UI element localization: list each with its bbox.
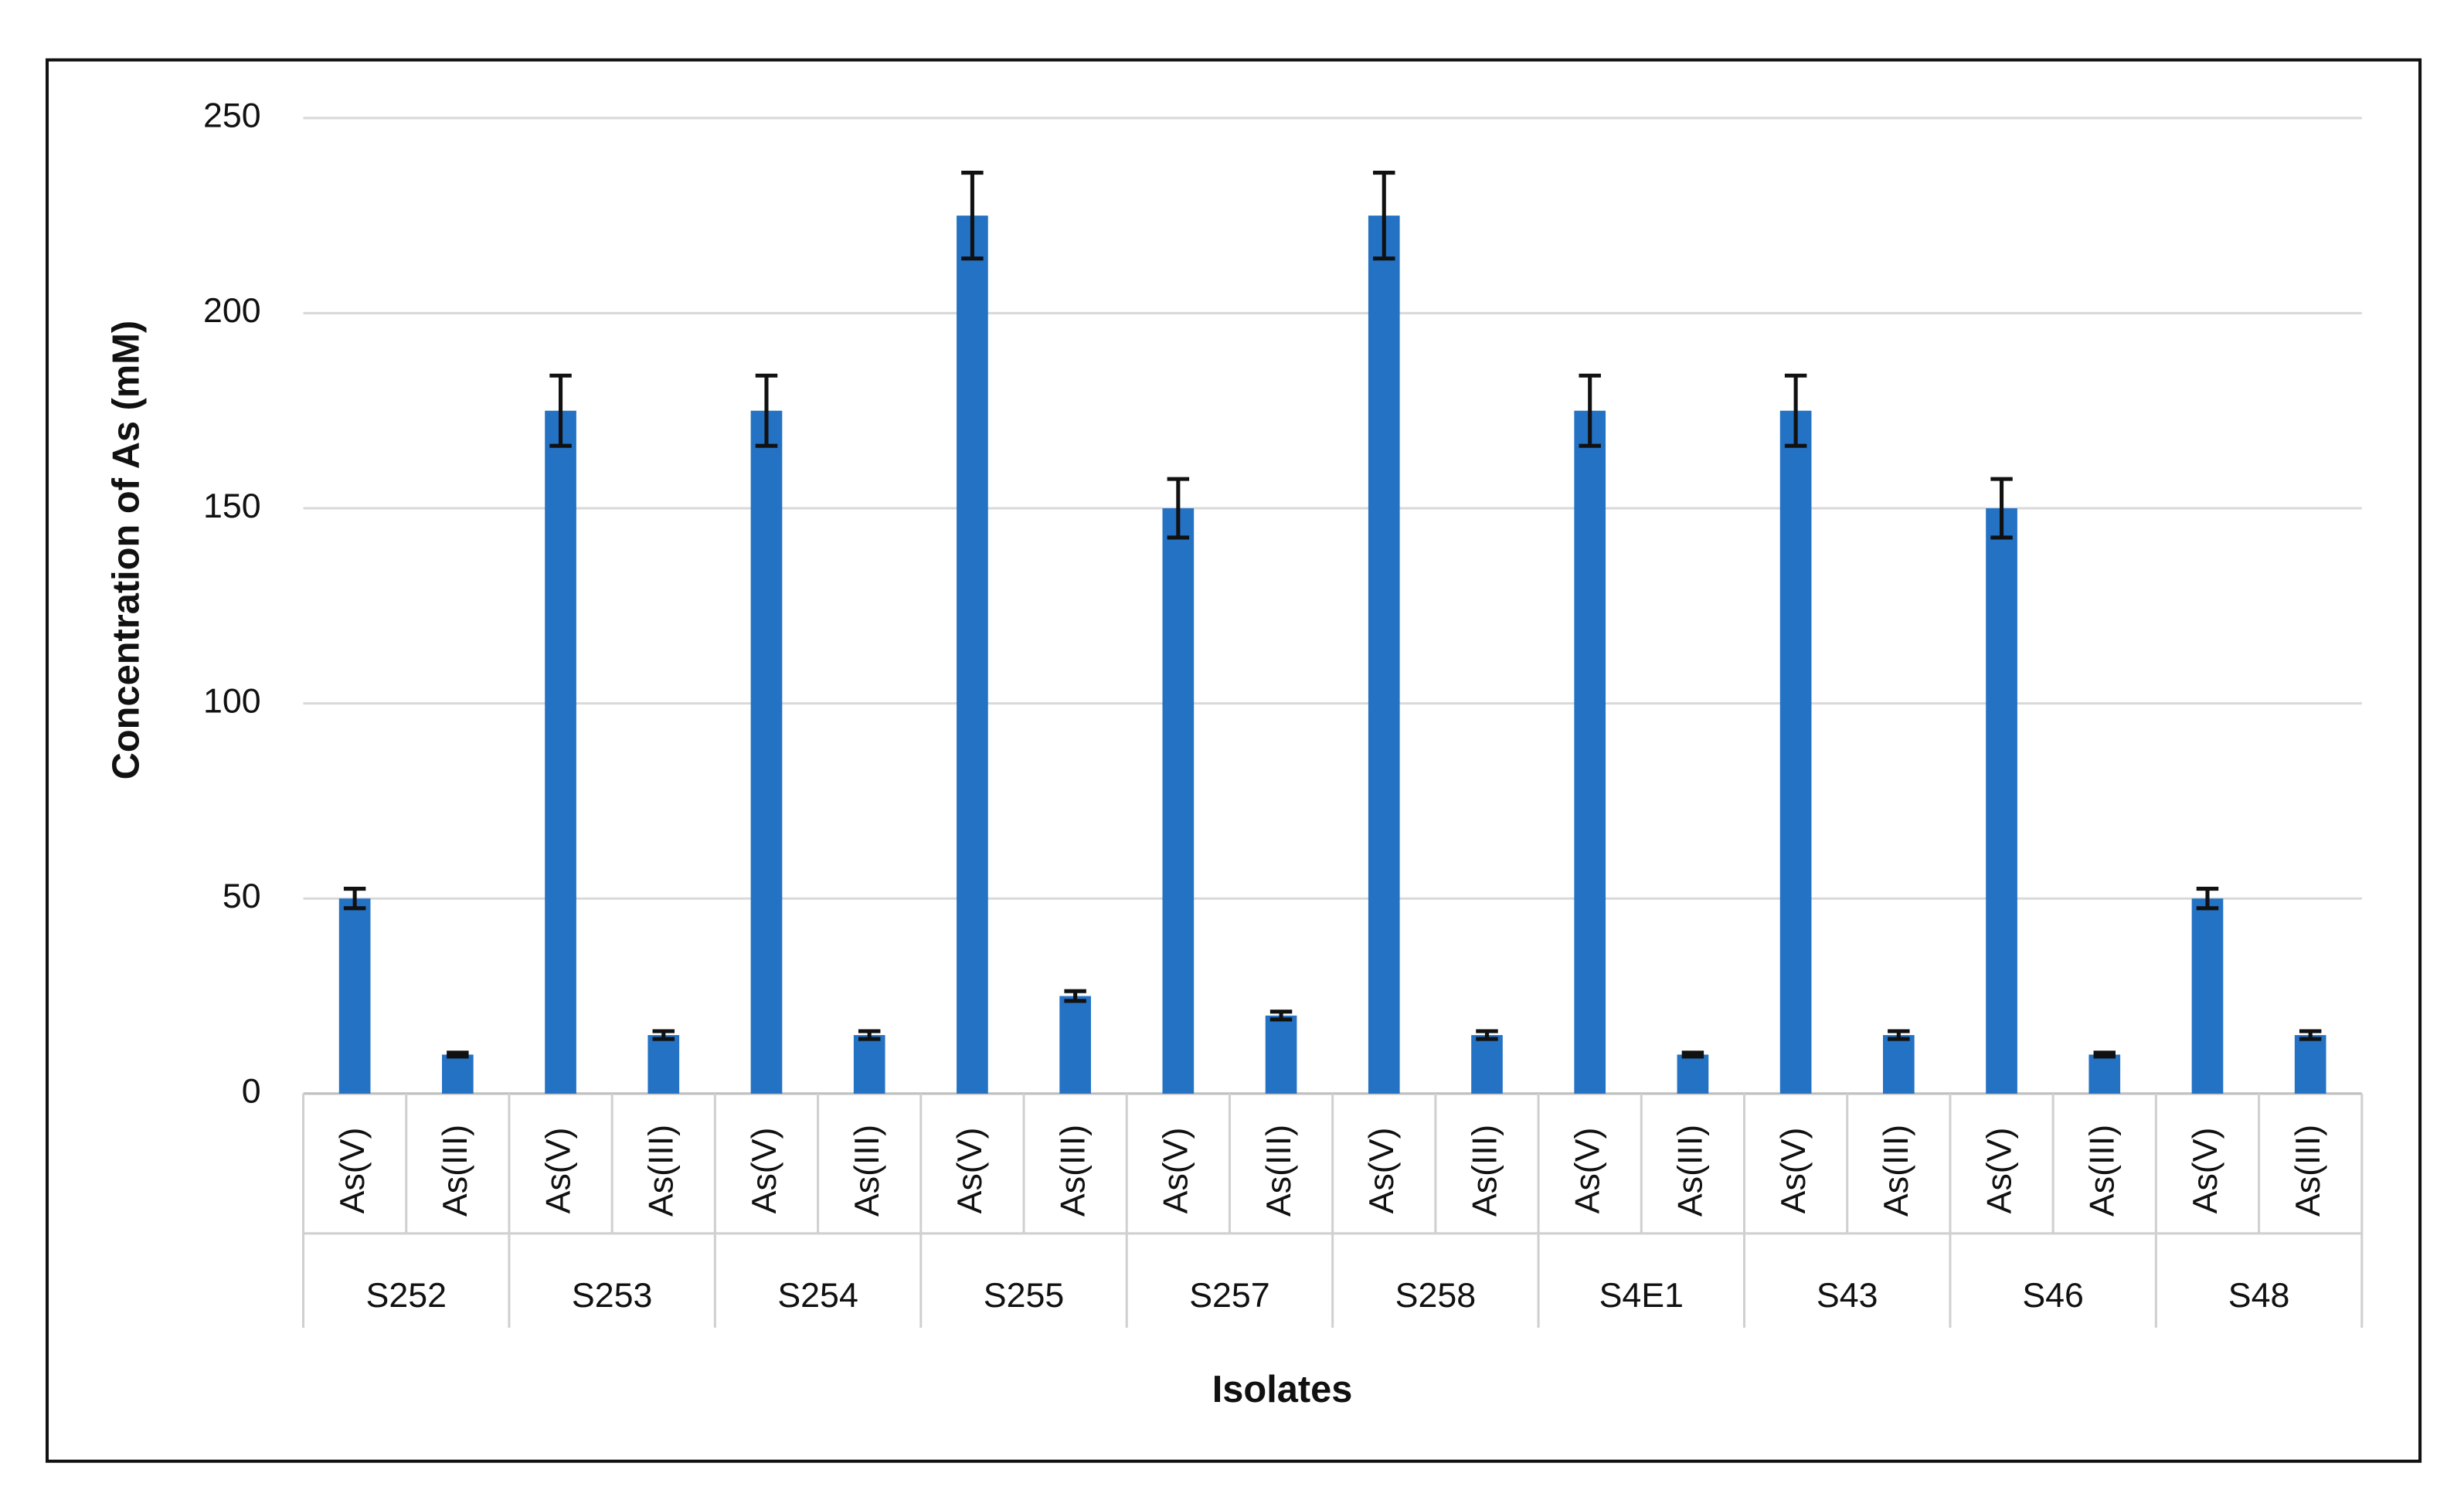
error-bar <box>447 1050 469 1059</box>
bar <box>545 410 576 1094</box>
x-tick-label: As(V) <box>2186 1128 2224 1214</box>
error-bar <box>1167 477 1190 540</box>
error-bar <box>961 171 984 261</box>
x-tick-label: As(III) <box>2083 1125 2122 1217</box>
group-label: S254 <box>777 1276 858 1315</box>
chart-frame <box>45 58 2422 1463</box>
x-tick-label: As(III) <box>1465 1125 1504 1217</box>
error-bar <box>1990 477 2013 540</box>
x-tick-label: As(V) <box>950 1128 989 1214</box>
x-tick-label: As(III) <box>2289 1125 2327 1217</box>
error-bar <box>1579 373 1601 448</box>
y-tick-label: 100 <box>203 681 261 720</box>
x-tick-label: As(III) <box>436 1125 474 1217</box>
bar <box>1883 1035 1915 1094</box>
y-axis-title: Concentration of As (mM) <box>106 321 148 780</box>
error-bar <box>1373 171 1395 261</box>
group-label: S252 <box>365 1276 446 1315</box>
bar <box>1471 1035 1503 1094</box>
group-label: S257 <box>1189 1276 1269 1315</box>
x-tick-label: As(V) <box>1157 1128 1195 1214</box>
x-tick-label: As(V) <box>745 1128 783 1214</box>
error-bar <box>652 1029 675 1041</box>
error-bar <box>2196 887 2219 911</box>
group-label: S43 <box>1817 1276 1878 1315</box>
bar <box>1574 410 1606 1094</box>
x-tick-label: As(V) <box>1362 1128 1401 1214</box>
x-tick-label: As(V) <box>333 1128 372 1214</box>
x-tick-label: As(V) <box>1774 1128 1813 1214</box>
error-bar <box>1269 1010 1293 1022</box>
bar <box>750 410 783 1094</box>
bar <box>1368 216 1400 1094</box>
bar <box>1162 508 1195 1094</box>
bar <box>2191 898 2224 1094</box>
bar <box>2088 1054 2121 1094</box>
y-tick-label: 200 <box>203 291 261 330</box>
error-bar <box>1784 373 1807 448</box>
error-bar <box>755 373 778 448</box>
x-tick-label: As(III) <box>1259 1125 1298 1217</box>
y-tick-label: 250 <box>203 97 261 135</box>
x-tick-label: As(III) <box>1053 1125 1092 1217</box>
x-tick-label: As(V) <box>1568 1128 1607 1214</box>
group-label: S253 <box>572 1276 652 1315</box>
y-tick-label: 150 <box>203 487 261 525</box>
bar <box>957 216 988 1094</box>
y-tick-label: 0 <box>242 1072 261 1111</box>
bar <box>2294 1035 2326 1094</box>
bar <box>442 1054 474 1094</box>
bar <box>1059 996 1091 1094</box>
error-bar <box>343 887 366 911</box>
x-tick-label: As(III) <box>848 1125 886 1217</box>
x-tick-label: As(V) <box>539 1128 577 1214</box>
x-tick-label: As(III) <box>1877 1125 1915 1217</box>
error-bar <box>1064 989 1086 1003</box>
group-label: S258 <box>1395 1276 1476 1315</box>
bar <box>853 1035 885 1094</box>
error-bar <box>1476 1029 1498 1041</box>
error-bar <box>858 1029 881 1041</box>
error-bar <box>2299 1029 2322 1041</box>
x-axis-title: Isolates <box>1212 1369 1353 1410</box>
bar <box>1677 1054 1709 1094</box>
group-label: S4E1 <box>1599 1276 1684 1315</box>
bar <box>1986 508 2017 1094</box>
group-label: S48 <box>2228 1276 2290 1315</box>
group-label: S46 <box>2022 1276 2084 1315</box>
error-bar <box>1681 1050 1704 1059</box>
x-tick-label: As(III) <box>1671 1125 1710 1217</box>
group-label: S255 <box>984 1276 1064 1315</box>
bar <box>338 898 371 1094</box>
bar <box>647 1035 680 1094</box>
bar <box>1779 410 1812 1094</box>
x-tick-label: As(III) <box>642 1125 681 1217</box>
y-tick-label: 50 <box>223 877 261 915</box>
x-tick-label: As(V) <box>1980 1128 2018 1214</box>
error-bar <box>549 373 572 448</box>
error-bar <box>1888 1029 1910 1041</box>
bar <box>1265 1015 1297 1094</box>
error-bar <box>2093 1050 2116 1059</box>
